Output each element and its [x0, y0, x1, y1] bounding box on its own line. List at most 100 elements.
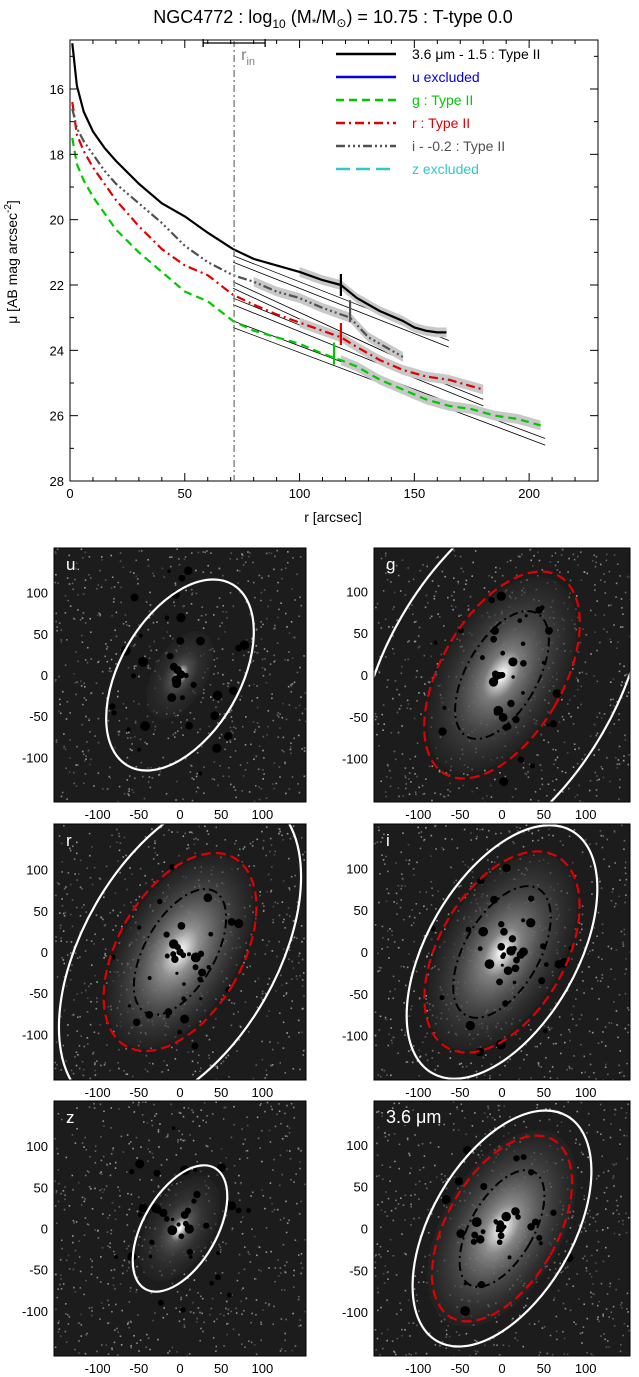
noise-dot: [200, 1067, 202, 1070]
noise-dot: [415, 1294, 418, 1296]
noise-dot: [198, 825, 201, 828]
noise-dot: [176, 1290, 179, 1293]
noise-dot: [519, 555, 521, 558]
noise-dot: [389, 785, 392, 788]
noise-dot: [623, 1322, 626, 1325]
noise-dot: [105, 982, 108, 984]
noise-dot: [564, 1041, 566, 1044]
noise-dot: [267, 725, 269, 728]
noise-dot: [511, 796, 514, 798]
noise-dot: [94, 1187, 96, 1190]
noise-dot: [539, 1042, 542, 1045]
noise-dot: [481, 1065, 483, 1067]
noise-dot: [189, 1134, 191, 1136]
panel-y-tick-label: 100: [346, 861, 368, 876]
noise-dot: [148, 616, 151, 619]
mask-hole: [130, 593, 139, 602]
noise-dot: [161, 870, 164, 873]
noise-dot: [99, 613, 101, 616]
noise-dot: [591, 949, 594, 952]
noise-dot: [82, 1068, 85, 1071]
noise-dot: [155, 660, 158, 663]
noise-dot: [158, 774, 160, 776]
noise-dot: [109, 1242, 111, 1245]
noise-dot: [430, 855, 432, 857]
noise-dot: [83, 1200, 86, 1203]
noise-dot: [604, 1246, 607, 1249]
noise-dot: [601, 768, 604, 770]
noise-dot: [280, 1318, 283, 1320]
noise-dot: [624, 681, 627, 684]
noise-dot: [556, 1124, 559, 1127]
noise-dot: [493, 861, 496, 864]
noise-dot: [282, 1021, 285, 1024]
noise-dot: [464, 583, 467, 585]
noise-dot: [144, 1068, 147, 1071]
noise-dot: [99, 1281, 102, 1283]
noise-dot: [284, 1339, 286, 1342]
noise-dot: [565, 1240, 568, 1243]
noise-dot: [203, 766, 205, 769]
noise-dot: [303, 995, 305, 997]
noise-dot: [384, 618, 387, 621]
noise-dot: [110, 1153, 113, 1155]
noise-dot: [403, 1002, 405, 1004]
noise-dot: [412, 1045, 415, 1047]
noise-dot: [69, 883, 72, 886]
noise-dot: [72, 1072, 75, 1075]
noise-dot: [534, 791, 537, 793]
noise-dot: [214, 665, 217, 668]
noise-dot: [59, 712, 62, 715]
noise-dot: [615, 1288, 617, 1291]
noise-dot: [620, 598, 623, 600]
noise-dot: [460, 567, 463, 570]
mask-hole: [500, 927, 508, 936]
noise-dot: [404, 1219, 406, 1221]
noise-dot: [475, 1135, 478, 1138]
noise-dot: [254, 980, 257, 983]
noise-dot: [255, 1064, 257, 1066]
noise-dot: [427, 1231, 430, 1234]
panel-frame: [373, 547, 631, 803]
noise-dot: [104, 954, 106, 956]
noise-dot: [209, 1137, 212, 1140]
noise-dot: [413, 717, 416, 720]
noise-dot: [417, 635, 420, 637]
noise-dot: [103, 1188, 106, 1191]
noise-dot: [378, 966, 380, 969]
noise-dot: [197, 1292, 199, 1294]
noise-dot: [268, 940, 270, 943]
noise-dot: [528, 763, 531, 766]
noise-dot: [180, 1138, 182, 1141]
noise-dot: [628, 576, 630, 579]
noise-dot: [206, 550, 208, 552]
noise-dot: [284, 1264, 286, 1267]
noise-dot: [221, 622, 223, 624]
noise-dot: [293, 636, 296, 639]
noise-dot: [509, 1116, 511, 1118]
noise-dot: [299, 1068, 301, 1071]
noise-dot: [270, 1250, 272, 1253]
noise-dot: [180, 1296, 182, 1299]
noise-dot: [91, 883, 94, 886]
noise-dot: [112, 1284, 115, 1287]
noise-dot: [223, 1314, 225, 1317]
noise-dot: [190, 588, 193, 591]
noise-dot: [287, 659, 289, 661]
noise-dot: [438, 1123, 440, 1126]
noise-dot: [580, 923, 583, 925]
noise-dot: [89, 631, 92, 634]
noise-dot: [78, 1322, 81, 1325]
noise-dot: [288, 1150, 291, 1152]
noise-dot: [71, 845, 74, 848]
noise-dot: [74, 873, 76, 875]
noise-dot: [57, 1169, 60, 1171]
noise-dot: [377, 952, 379, 955]
noise-dot: [555, 1042, 557, 1045]
noise-dot: [605, 1208, 607, 1210]
noise-dot: [242, 1143, 245, 1145]
mask-hole: [111, 710, 117, 716]
noise-dot: [274, 627, 276, 630]
noise-dot: [267, 983, 269, 985]
noise-dot: [601, 977, 604, 979]
